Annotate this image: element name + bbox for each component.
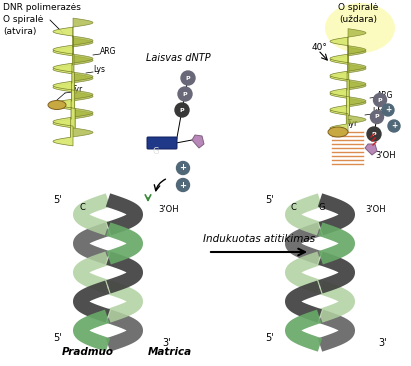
Polygon shape — [330, 71, 349, 98]
Text: Lys: Lys — [93, 66, 105, 75]
Polygon shape — [348, 29, 366, 56]
Circle shape — [382, 104, 394, 116]
Text: P: P — [186, 75, 190, 81]
Text: 5': 5' — [53, 195, 62, 205]
Circle shape — [374, 93, 386, 107]
Ellipse shape — [325, 3, 395, 53]
Text: P: P — [372, 131, 376, 137]
Polygon shape — [73, 310, 110, 352]
Circle shape — [370, 111, 383, 123]
Text: 3': 3' — [162, 338, 171, 348]
Polygon shape — [330, 54, 349, 82]
Text: G: G — [152, 147, 159, 157]
Polygon shape — [53, 27, 74, 56]
Polygon shape — [106, 223, 143, 264]
Text: +: + — [391, 122, 397, 131]
Text: 3'OH: 3'OH — [365, 205, 386, 214]
Text: P: P — [180, 108, 184, 112]
Polygon shape — [330, 88, 349, 116]
Text: Matrica: Matrica — [148, 347, 192, 357]
Circle shape — [388, 120, 400, 132]
Circle shape — [178, 87, 192, 101]
Polygon shape — [346, 97, 366, 124]
Polygon shape — [53, 45, 74, 74]
Polygon shape — [318, 193, 355, 235]
Polygon shape — [192, 135, 204, 148]
Polygon shape — [106, 310, 143, 352]
FancyBboxPatch shape — [147, 137, 177, 149]
Polygon shape — [71, 108, 93, 137]
Text: G: G — [319, 202, 325, 212]
Text: P: P — [375, 115, 379, 120]
Text: 3': 3' — [378, 338, 387, 348]
Circle shape — [367, 127, 381, 141]
Polygon shape — [106, 193, 143, 235]
Text: 5': 5' — [265, 333, 274, 343]
Text: O spiralė
(uždara): O spiralė (uždara) — [338, 3, 378, 24]
Text: Indukuotas atitikimas: Indukuotas atitikimas — [203, 234, 315, 244]
Polygon shape — [53, 117, 73, 146]
Text: 3'OH: 3'OH — [375, 150, 396, 160]
Polygon shape — [53, 100, 75, 128]
Text: 5': 5' — [53, 333, 62, 343]
Text: Lys: Lys — [372, 108, 384, 116]
Polygon shape — [72, 72, 93, 101]
Text: DNR polimerazės
O spiralė
(atvira): DNR polimerazės O spiralė (atvira) — [3, 3, 81, 36]
Polygon shape — [53, 63, 74, 92]
Polygon shape — [106, 251, 143, 294]
Polygon shape — [53, 81, 75, 110]
Polygon shape — [73, 193, 110, 235]
Text: ARG: ARG — [100, 48, 116, 56]
Polygon shape — [347, 63, 366, 90]
Polygon shape — [73, 251, 110, 294]
Polygon shape — [285, 223, 322, 264]
Text: Laisvas dNTP: Laisvas dNTP — [145, 53, 210, 63]
Polygon shape — [318, 310, 355, 352]
Polygon shape — [72, 36, 93, 65]
Ellipse shape — [328, 127, 348, 137]
Polygon shape — [285, 310, 322, 352]
Text: P: P — [182, 92, 187, 97]
Polygon shape — [285, 193, 322, 235]
Polygon shape — [330, 37, 349, 64]
Polygon shape — [106, 281, 143, 322]
Circle shape — [176, 161, 189, 175]
Circle shape — [176, 179, 189, 191]
Ellipse shape — [48, 101, 66, 109]
Polygon shape — [347, 46, 366, 73]
Text: Pradmuo: Pradmuo — [62, 347, 114, 357]
Text: +: + — [180, 180, 187, 190]
Text: 5': 5' — [265, 195, 274, 205]
Text: ARG: ARG — [377, 90, 393, 100]
Text: C: C — [290, 202, 296, 212]
Polygon shape — [73, 18, 93, 47]
Text: C: C — [79, 202, 85, 212]
Text: 40°: 40° — [312, 44, 328, 52]
Polygon shape — [318, 251, 355, 294]
Circle shape — [181, 71, 195, 85]
Polygon shape — [318, 223, 355, 264]
Circle shape — [175, 103, 189, 117]
Polygon shape — [285, 281, 322, 322]
Polygon shape — [72, 54, 93, 83]
Polygon shape — [73, 281, 110, 322]
Text: +: + — [385, 105, 391, 115]
Polygon shape — [365, 144, 377, 155]
Text: +: + — [180, 164, 187, 172]
Polygon shape — [73, 223, 110, 264]
Text: P: P — [378, 97, 382, 102]
Polygon shape — [318, 281, 355, 322]
Polygon shape — [285, 251, 322, 294]
Polygon shape — [330, 105, 348, 132]
Polygon shape — [71, 90, 93, 119]
Polygon shape — [346, 80, 366, 107]
Text: Tyr: Tyr — [347, 120, 358, 128]
Text: 3'OH: 3'OH — [158, 205, 179, 214]
Text: Tyr: Tyr — [72, 86, 83, 94]
